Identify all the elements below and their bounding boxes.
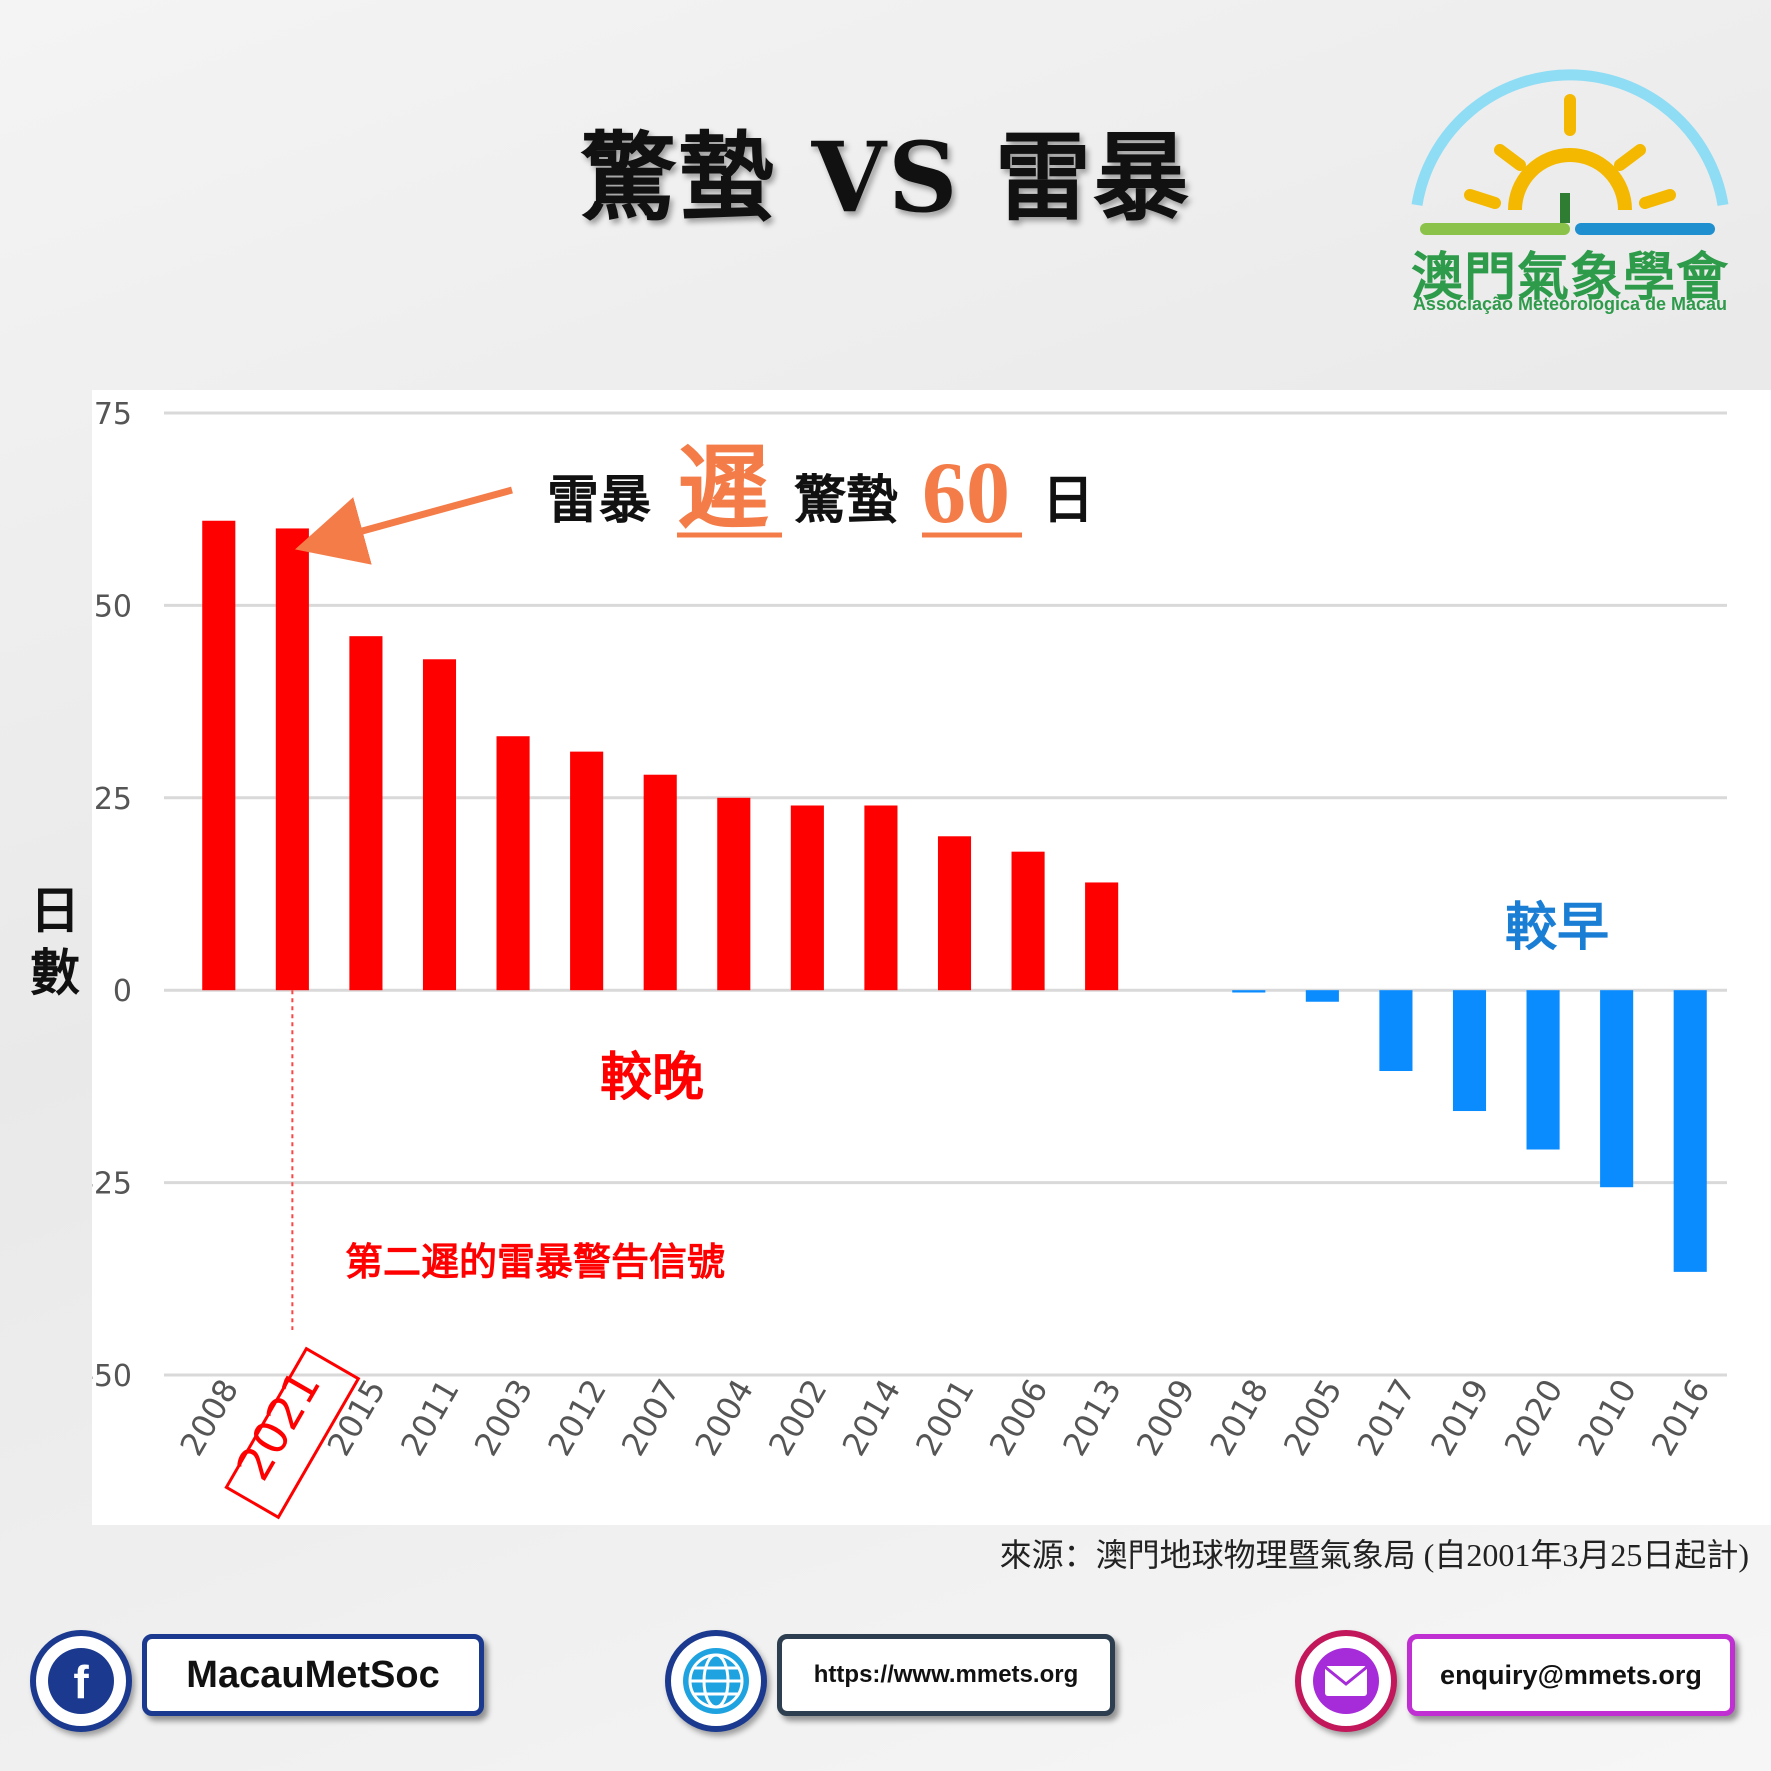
bar-2001 (937, 836, 972, 991)
bar-2017 (1379, 990, 1413, 1072)
y-tick-label: -50 (92, 1359, 132, 1394)
bar-2006 (1011, 851, 1045, 991)
bar-2003 (496, 736, 530, 991)
annotation-part1: 雷暴 (547, 471, 651, 531)
x-tick-label: 2016 (1644, 1373, 1718, 1463)
later-label: 較晚 (600, 1048, 704, 1108)
y-tick-label: 0 (113, 974, 132, 1009)
x-tick-label: 2015 (320, 1373, 394, 1463)
x-tick-label: 2018 (1202, 1373, 1276, 1463)
x-tick-label: 2006 (982, 1373, 1056, 1463)
y-tick-label: 25 (94, 782, 132, 817)
x-tick-label: 2003 (467, 1373, 541, 1463)
bar-2015 (349, 636, 383, 991)
y-tick-label: 75 (94, 397, 132, 432)
x-tick-label: 2013 (1055, 1373, 1129, 1463)
bar-2020 (1526, 990, 1560, 1150)
x-tick-label: 2007 (614, 1373, 688, 1463)
x-tick-label: 2017 (1350, 1373, 1424, 1463)
bar-2004 (717, 797, 751, 991)
bar-2011 (422, 659, 457, 991)
page-title: 驚蟄 VS 雷暴 (580, 121, 1191, 234)
facebook-icon: f (30, 1630, 132, 1732)
y-tick-label: -25 (92, 1167, 132, 1202)
y-tick-label: 50 (94, 589, 132, 624)
y-axis-label: 日數 (30, 882, 80, 1002)
note-label: 第二遲的雷暴警告信號 (345, 1240, 725, 1284)
globe-icon (665, 1630, 767, 1732)
bar-2021 (275, 528, 309, 991)
bar-2005 (1305, 990, 1339, 1002)
x-tick-label: 2011 (393, 1373, 467, 1463)
annotation-number: 60 (922, 445, 1010, 542)
x-tick-label: 2021 (226, 1361, 331, 1489)
x-tick-label: 2005 (1276, 1373, 1350, 1463)
bar-2002 (790, 805, 824, 991)
bar-2007 (643, 774, 677, 991)
source-note: 來源：澳門地球物理暨氣象局 (自2001年3月25日起計) (999, 1537, 1749, 1573)
x-tick-label: 2014 (835, 1373, 909, 1463)
bar-2012 (570, 751, 604, 991)
bar-chart: 7550250-25-50200820212015201120032012200… (92, 397, 1727, 1520)
earlier-label: 較早 (1505, 898, 1609, 958)
logo-name-pt: Associação Meteorológica de Macau (1412, 294, 1728, 314)
website-label: https://www.mmets.org (777, 1634, 1115, 1716)
annotation-emph: 遲 (677, 435, 769, 542)
x-tick-label: 2002 (761, 1373, 835, 1463)
chart-area: 7550250-25-50200820212015201120032012200… (92, 390, 1771, 1525)
bar-2019 (1452, 990, 1487, 1112)
x-tick-label: 2001 (908, 1373, 982, 1463)
svg-text:f: f (73, 1656, 89, 1708)
bar-2016 (1673, 990, 1707, 1272)
annotation-arrow (294, 486, 513, 565)
annotation-unit: 日 (1042, 471, 1094, 531)
mail-icon (1295, 1630, 1397, 1732)
annotation-part2: 驚蟄 (794, 471, 898, 531)
x-tick-label: 2004 (687, 1373, 761, 1463)
x-tick-label: 2019 (1423, 1373, 1497, 1463)
x-tick-label: 2020 (1497, 1373, 1571, 1463)
x-tick-label: 2012 (540, 1373, 614, 1463)
bar-2008 (202, 520, 236, 991)
facebook-label: MacauMetSoc (142, 1634, 484, 1716)
email-label: enquiry@mmets.org (1407, 1634, 1735, 1716)
highlight-box (224, 1346, 361, 1520)
bar-2014 (864, 805, 898, 991)
bar-2013 (1085, 882, 1119, 991)
x-tick-label: 2009 (1129, 1373, 1203, 1463)
logo-icon (1411, 69, 1729, 235)
logo-name-cn: 澳門氣象學會 (1410, 248, 1729, 308)
x-tick-label: 2010 (1570, 1373, 1644, 1463)
bar-2018 (1232, 990, 1266, 993)
bar-2010 (1600, 990, 1634, 1188)
